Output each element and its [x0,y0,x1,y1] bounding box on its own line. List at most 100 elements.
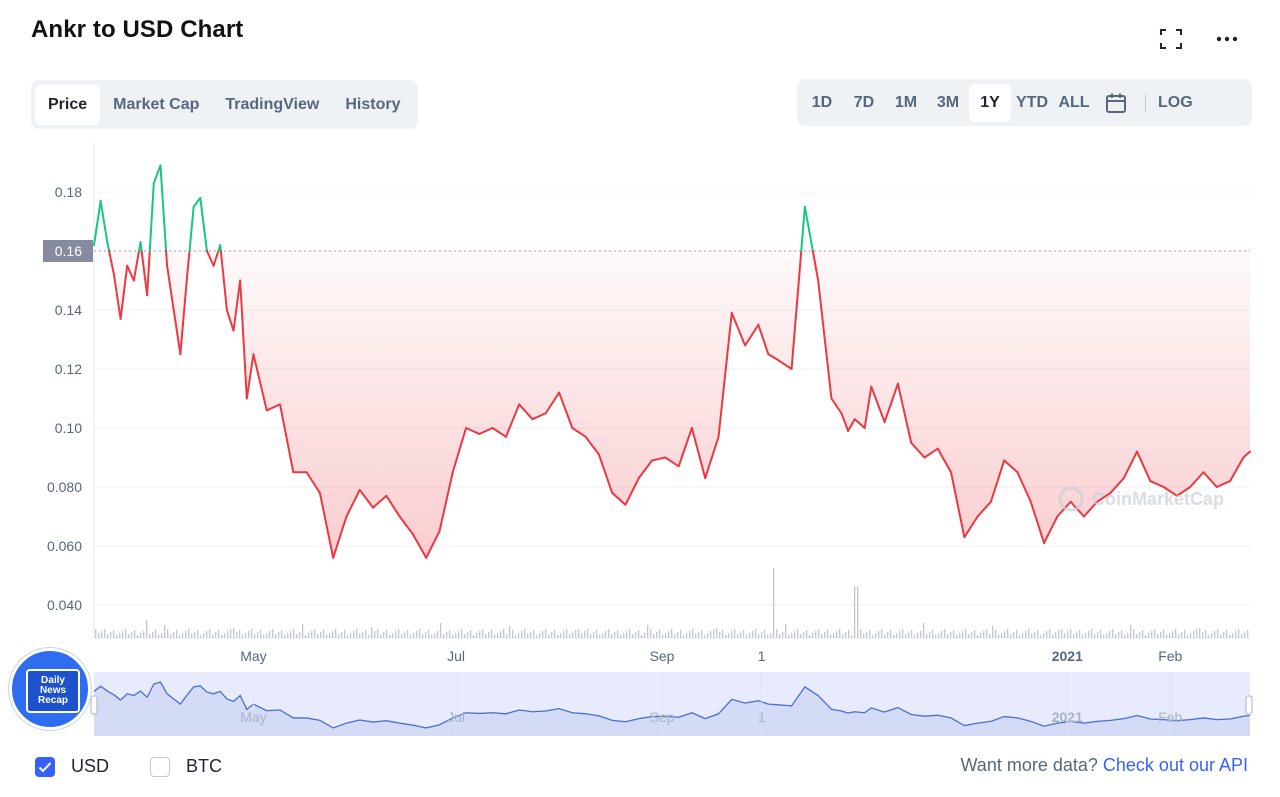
volume-bar [128,634,130,638]
price-line-segment [664,456,680,468]
btc-checkbox[interactable] [150,756,170,777]
navigator-line [93,681,1251,729]
volume-bar [122,631,124,638]
volume-bar [773,568,775,638]
volume-bar [1208,635,1210,638]
price-line-segment [165,250,169,267]
volume-bar [905,634,907,638]
volume-bar [830,635,832,638]
volume-bar [1133,629,1135,638]
price-line-segment [803,205,814,252]
reference-label: 0.16 [55,243,82,259]
volume-bar [314,629,316,638]
volume-bar [332,631,334,638]
volume-bar [914,635,916,638]
volume-bar [632,634,634,638]
volume-bar [989,634,991,638]
volume-bar [206,631,208,638]
volume-bar [536,635,538,638]
volume-bar [1028,629,1030,638]
volume-bar [506,634,508,638]
volume-bar [740,632,742,638]
volume-bar [275,634,277,638]
volume-bar [641,635,643,638]
volume-bar [698,632,700,638]
price-line-segment [840,412,850,432]
tab-tradingview[interactable]: TradingView [225,95,320,113]
log-toggle[interactable]: LOG [1158,93,1193,111]
y-tick-label: 0.18 [55,184,82,200]
volume-bar [971,632,973,638]
volume-bar [974,630,976,638]
volume-bar [413,633,415,638]
price-line-segment [132,250,140,282]
volume-bar [284,635,286,638]
price-line-segment [166,264,175,311]
price-line-segment [597,453,614,494]
volume-bar [1163,630,1165,638]
more-icon[interactable] [1214,28,1240,50]
tab-price[interactable]: Price [35,84,101,125]
calendar-icon[interactable] [1095,84,1137,122]
volume-bar [215,632,217,638]
price-line-segment [212,250,220,267]
volume-bar [962,631,964,638]
range-1y[interactable]: 1Y [969,83,1011,122]
volume-bar [743,630,745,638]
volume-bar [899,631,901,638]
y-tick-label: 0.12 [55,361,82,377]
price-line-segment [1175,486,1192,497]
volume-bar [1091,629,1093,638]
volume-bar [785,624,787,638]
range-all[interactable]: ALL [1058,93,1090,111]
volume-bar [302,624,304,638]
btc-toggle[interactable]: BTC [150,756,222,777]
volume-bar [917,633,919,638]
x-tick-label: Sep [650,648,675,664]
usd-toggle[interactable]: USD [35,756,109,777]
volume-bar [854,586,856,638]
volume-bar [164,625,166,638]
api-link[interactable]: Check out our API [1102,755,1248,775]
volume-bar [380,634,382,638]
price-line-segment [767,353,780,362]
usd-checkbox[interactable] [35,756,55,777]
volume-bar [695,634,697,638]
volume-bar [1187,635,1189,638]
volume-bar [1115,634,1117,638]
price-line-segment [372,494,388,509]
range-ytd[interactable]: YTD [1016,93,1048,111]
volume-bar [191,634,193,638]
volume-bar [1184,630,1186,638]
price-line-segment [611,491,627,506]
volume-bar [1229,635,1231,638]
volume-bar [419,629,421,638]
range-1m[interactable]: 1M [894,93,918,111]
volume-bar [932,630,934,638]
volume-bar [353,631,355,638]
btc-label: BTC [186,756,222,776]
volume-bar [491,630,493,638]
price-line-segment [358,488,375,509]
volume-bar [812,633,814,638]
volume-bar [167,629,169,638]
volume-bar [716,628,718,638]
volume-bar [104,629,106,638]
volume-bar [1154,629,1156,638]
volume-bar [797,629,799,638]
volume-bar [251,629,253,638]
price-line-segment [830,397,843,415]
tab-market-cap[interactable]: Market Cap [113,95,200,113]
volume-bar [272,629,274,638]
volume-bar [422,634,424,638]
range-7d[interactable]: 7D [853,93,875,111]
volume-bar [965,629,967,638]
fullscreen-icon[interactable] [1158,28,1184,50]
volume-bar [1085,633,1087,638]
volume-bar [1043,633,1045,638]
volume-bar [1013,632,1015,638]
price-line-segment [265,403,282,412]
range-1d[interactable]: 1D [811,93,833,111]
range-3m[interactable]: 3M [936,93,960,111]
tab-history[interactable]: History [345,95,401,113]
